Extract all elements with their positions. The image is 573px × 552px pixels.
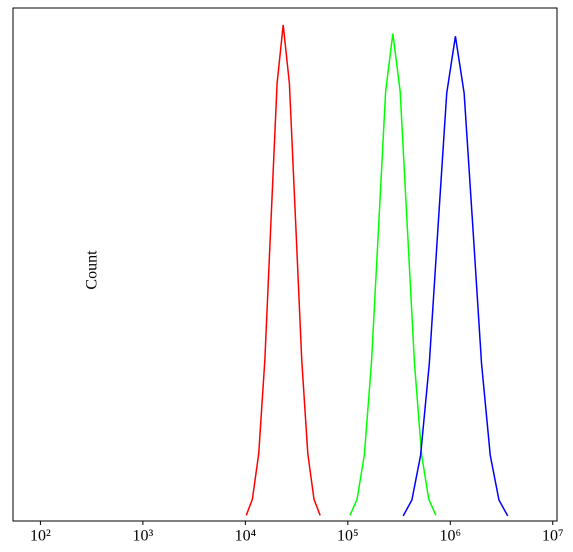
histogram-line <box>402 36 509 517</box>
y-axis-label: Count <box>84 250 101 290</box>
histogram-line <box>245 24 321 516</box>
x-tick-label: 10² <box>30 528 51 545</box>
x-tick-label: 10⁵ <box>337 528 359 545</box>
x-tick-label: 10³ <box>132 528 153 545</box>
x-tick-label: 10⁴ <box>235 528 257 545</box>
histogram-line <box>349 33 437 516</box>
x-tick-label: 10⁶ <box>440 528 462 545</box>
plot-frame <box>12 7 558 522</box>
x-tick-label: 10⁷ <box>542 528 564 545</box>
